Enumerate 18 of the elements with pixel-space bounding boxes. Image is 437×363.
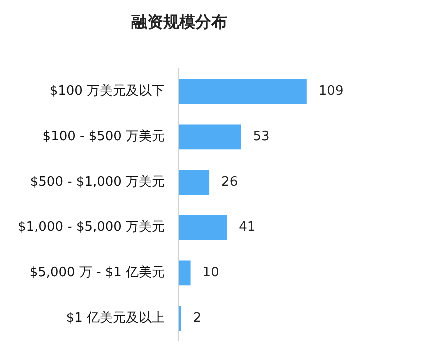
bar [179, 124, 242, 150]
data-label: 26 [222, 174, 238, 190]
data-label: 2 [193, 310, 202, 326]
data-label: 109 [318, 84, 344, 100]
bar [179, 260, 191, 286]
y-tick-label: $5,000 万 - $1 亿美元 [30, 264, 166, 281]
bar [179, 79, 307, 104]
data-label: 53 [253, 130, 270, 145]
y-tick-label: $1 亿美元及以上 [66, 310, 166, 326]
bar [179, 170, 210, 195]
y-tick-label: $500 - $1,000 万美元 [30, 174, 166, 190]
bar [179, 215, 228, 240]
y-tick-label: $1,000 - $5,000 万美元 [18, 219, 166, 236]
data-label: 10 [202, 266, 220, 281]
chart-title: 融资规模分布 [132, 14, 228, 32]
y-tick-label: $100 - $500 万美元 [42, 128, 166, 145]
data-label: 41 [239, 220, 256, 236]
y-tick-label: $100 万美元及以下 [50, 83, 166, 100]
